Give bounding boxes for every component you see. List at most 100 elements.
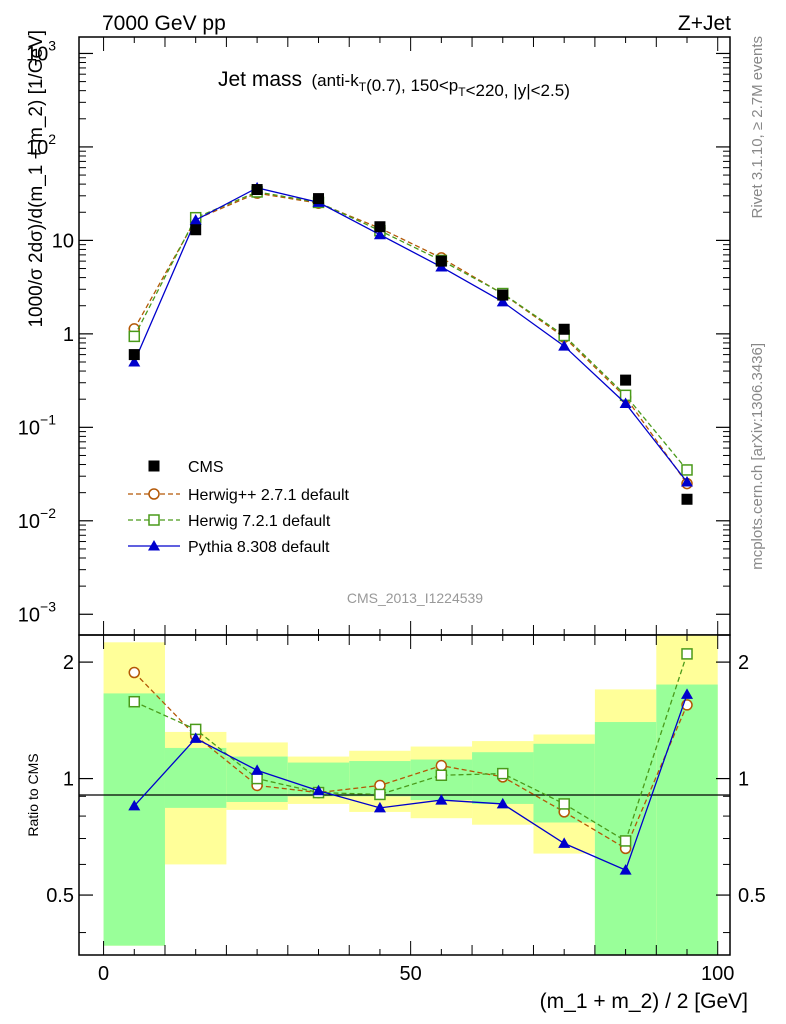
legend-entry: Herwig 7.2.1 default <box>128 513 331 530</box>
series-herwig-7-2-1-default <box>128 186 693 476</box>
ratio-xtick-label: 100 <box>701 963 734 985</box>
ratio-point <box>496 797 509 809</box>
main-axis-ticks: 10−3 10−2 10−1 1 10 102 103 <box>18 37 730 635</box>
data-point <box>189 214 202 225</box>
ratio-axis-ticks: 0.5 0.5 1 1 2 2 0 50 100 <box>46 635 766 985</box>
ratio-line <box>133 672 688 850</box>
ratio-ytick-label-right: 2 <box>738 652 749 674</box>
main-ytick-label: 10 <box>52 230 74 252</box>
series-herwig-2-7-1-default <box>128 187 693 490</box>
main-series-group <box>128 181 694 505</box>
ratio-point <box>681 648 693 660</box>
ratio-ylabel: Ratio to CMS <box>25 753 41 836</box>
ratio-point <box>558 798 570 810</box>
ratio-xtick-label: 50 <box>400 963 422 985</box>
ratio-point <box>128 666 141 679</box>
main-ytick-label: 10−3 <box>18 598 56 626</box>
ratio-xlabel: (m_1 + m_2) / 2 [GeV] <box>540 990 748 1013</box>
ratio-ytick-label-right: 1 <box>738 769 749 791</box>
ratio-point <box>312 784 325 796</box>
ratio-point <box>435 794 448 805</box>
data-point <box>190 224 202 236</box>
legend-entry: CMS <box>148 459 224 476</box>
data-point <box>681 493 693 505</box>
main-ytick-label: 1 <box>63 324 74 346</box>
subscript-t: T <box>359 80 367 94</box>
main-ytick-label: 102 <box>26 131 56 159</box>
ratio-line <box>133 694 688 871</box>
data-point <box>313 193 325 205</box>
data-point <box>435 255 447 267</box>
ratio-point <box>374 788 386 801</box>
main-panel: 10−3 10−2 10−1 1 10 102 103 Jet mass (anti-kT(… <box>18 36 731 636</box>
series-pythia-8-308-default <box>128 181 694 487</box>
ratio-ytick-label-right: 0.5 <box>738 885 766 907</box>
data-point <box>558 340 571 351</box>
data-point <box>619 397 632 408</box>
data-point <box>128 349 140 361</box>
ratio-ytick-label: 2 <box>63 652 74 674</box>
legend-entry: Pythia 8.308 default <box>128 539 330 556</box>
header-left: 7000 GeV pp <box>102 12 226 35</box>
ratio-point <box>189 732 202 743</box>
data-point <box>251 184 263 196</box>
ratio-point <box>619 835 632 847</box>
ratio-point <box>558 837 571 848</box>
header-right: Z+Jet <box>678 12 731 35</box>
legend-label: Herwig++ 2.7.1 default <box>188 487 350 504</box>
main-title-sub: (anti-kT(0.7), 150<pT<220, |y|<2.5) <box>311 71 569 100</box>
ratio-point <box>251 764 264 775</box>
data-point <box>620 374 632 386</box>
series-line <box>133 192 688 484</box>
band-green <box>656 684 718 955</box>
mcplots-label: mcplots.cern.ch [arXiv:1306.3436] <box>749 343 766 570</box>
legend-marker <box>148 540 160 551</box>
legend-marker <box>148 460 160 472</box>
ratio-point <box>373 801 386 813</box>
data-point <box>681 476 694 487</box>
series-cms <box>128 184 693 505</box>
data-point <box>373 228 386 240</box>
band-green <box>103 693 165 946</box>
data-point <box>128 355 141 367</box>
main-title-main: Jet mass <box>218 68 302 91</box>
ratio-point <box>435 769 448 782</box>
ratio-point <box>619 864 632 875</box>
series-line <box>133 187 688 483</box>
main-ytick-label: 10−1 <box>18 411 56 439</box>
ratio-xtick-label: 0 <box>98 963 109 985</box>
series-line <box>133 191 688 471</box>
band-green <box>164 747 227 808</box>
ratio-point <box>497 767 509 780</box>
data-point <box>681 464 693 476</box>
legend: CMS Herwig++ 2.7.1 default Herwig 7.2.1 de… <box>128 459 350 556</box>
data-point <box>128 330 141 343</box>
data-point <box>496 295 509 307</box>
ratio-ytick-label: 0.5 <box>46 885 74 907</box>
legend-label: Pythia 8.308 default <box>188 539 330 556</box>
ratio-point <box>128 695 141 708</box>
ratio-point <box>435 759 448 772</box>
main-panel-frame <box>78 36 731 636</box>
main-ytick-label: 10−2 <box>18 505 56 533</box>
ratio-ytick-label: 1 <box>63 769 74 791</box>
main-ylabel: 1000/σ 2dσ)/d(m_1 + m_2) [1/GeV] <box>26 30 47 328</box>
legend-label: CMS <box>188 459 224 476</box>
data-point <box>558 323 570 335</box>
ratio-series-pythia-8-308-default <box>128 688 694 875</box>
ratio-panel: 0.5 0.5 1 1 2 2 0 50 100 <box>46 634 766 985</box>
legend-marker <box>148 514 160 526</box>
data-point <box>374 221 386 233</box>
legend-entry: Herwig++ 2.7.1 default <box>128 487 350 504</box>
legend-marker <box>148 488 160 500</box>
main-title: Jet mass (anti-kT(0.7), 150<pT<220, |y|<… <box>218 68 570 100</box>
ratio-point <box>128 799 141 811</box>
ratio-point <box>681 688 694 699</box>
subscript-t: T <box>458 85 466 99</box>
ratio-series-group <box>128 648 694 875</box>
ratio-panel-frame <box>78 634 731 956</box>
ratio-point <box>251 772 263 785</box>
ratio-bands <box>103 635 718 955</box>
main-ytick-label: 103 <box>26 37 56 65</box>
